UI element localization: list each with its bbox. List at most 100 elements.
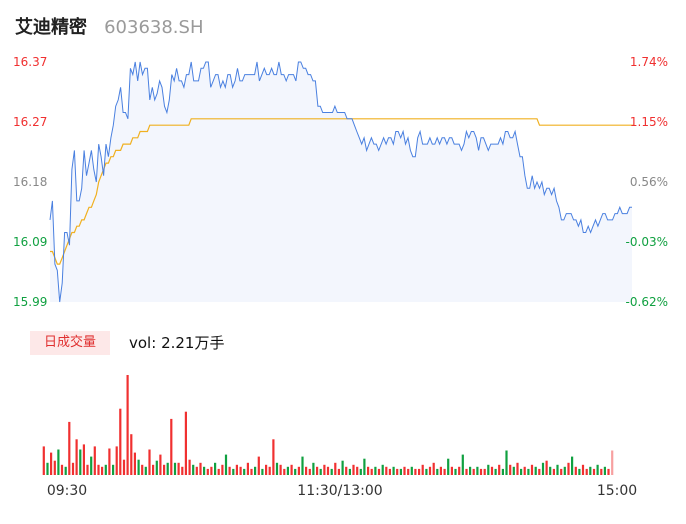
volume-bar [359,468,362,475]
volume-bar [141,464,144,475]
volume-bar [250,468,253,475]
volume-bar [192,464,195,475]
volume-bar [356,466,359,475]
volume-bar [235,464,238,475]
volume-bar [534,466,537,475]
volume-bar [443,468,446,475]
volume-bar [173,462,177,475]
volume-bar [418,468,421,475]
volume-bar [90,456,93,475]
volume-bar [585,468,588,475]
daily-volume-tab[interactable]: 日成交量 [30,331,110,355]
axis-labels: 16.37 16.27 16.18 16.09 15.99 1.74% 1.15% 0.56%… [13,55,668,499]
volume-bar [479,468,483,475]
volume-bar [261,468,264,475]
price-panel [49,61,635,303]
volume-bar [520,468,523,475]
stock-code: 603638.SH [104,17,204,38]
volume-bar [414,468,417,475]
volume-bar [254,466,257,475]
volume-bar [243,468,246,475]
volume-bar [319,468,322,475]
volume-bar [421,464,424,475]
volume-bar [53,460,56,475]
volume-bar [392,466,395,475]
volume-bar [166,462,169,475]
volume-bar [177,462,180,475]
volume-bar [581,464,585,475]
volume-bar [560,468,563,475]
volume-bar [403,466,406,475]
volume-bar [603,466,606,475]
volume-bar [545,460,548,475]
volume-bar [133,452,136,475]
volume-bar [301,456,304,475]
volume-bar [326,466,330,475]
volume-bar [68,421,71,475]
y-right-tick-label: -0.62% [626,295,668,309]
volume-bar [374,466,377,475]
volume-bar [345,466,348,475]
volume-bar [330,468,333,475]
volume-bar [574,466,577,475]
volume-bar [163,464,166,475]
volume-bar [203,466,206,475]
y-left-tick-label: 16.09 [13,235,47,249]
volume-bar [279,464,282,475]
volume-readout: vol: 2.21万手 [129,332,224,353]
volume-bar [217,468,220,475]
volume-bar [60,464,64,475]
volume-bar [483,468,486,475]
volume-bar [210,466,213,475]
x-tick-label: 11:30/13:00 [297,483,382,499]
volume-bar [556,464,559,475]
volume-bar [447,458,450,475]
volume-bar [600,468,603,475]
volume-bar [410,466,413,475]
x-tick-label: 15:00 [597,483,637,499]
volume-bar [454,468,457,475]
volume-bar [97,464,100,475]
volume-bar [396,468,399,475]
volume-bar [148,449,151,475]
volume-bar [363,458,366,475]
volume-prefix: vol: [129,334,157,352]
volume-bar [461,454,464,475]
volume-bar [152,464,155,475]
volume-bar [155,460,158,475]
volume-bar [388,468,391,475]
volume-bar [199,462,202,475]
volume-bar [512,466,515,475]
volume-bar [232,468,235,475]
volume-bar [137,459,140,475]
volume-bar [246,462,249,475]
volume-bar [596,464,599,475]
volume-bar [126,375,129,475]
volume-bar [228,466,231,475]
volume-bar [75,439,78,475]
volume-bar [64,466,67,475]
volume-bar [450,466,453,475]
volume-bar [119,408,122,475]
volume-bar [294,468,297,475]
volume-bar [181,466,184,475]
volume-bar [476,466,479,475]
volume-bar [221,464,224,475]
volume-bar [337,468,340,475]
volume-bar [498,464,501,475]
volume-bar [334,462,337,475]
volume-bar [86,464,89,475]
volume-bar [530,464,534,475]
volume-value: 2.21万手 [161,334,225,352]
volume-bar [527,468,530,475]
volume-bar [399,468,402,475]
volume-bar [195,466,198,475]
volume-bar [490,466,494,475]
volume-bar [71,462,75,475]
volume-bar [283,468,286,475]
volume-bar [159,454,162,475]
volume-bar [257,456,260,475]
volume-bar [323,464,326,475]
volume-bar [268,466,271,475]
